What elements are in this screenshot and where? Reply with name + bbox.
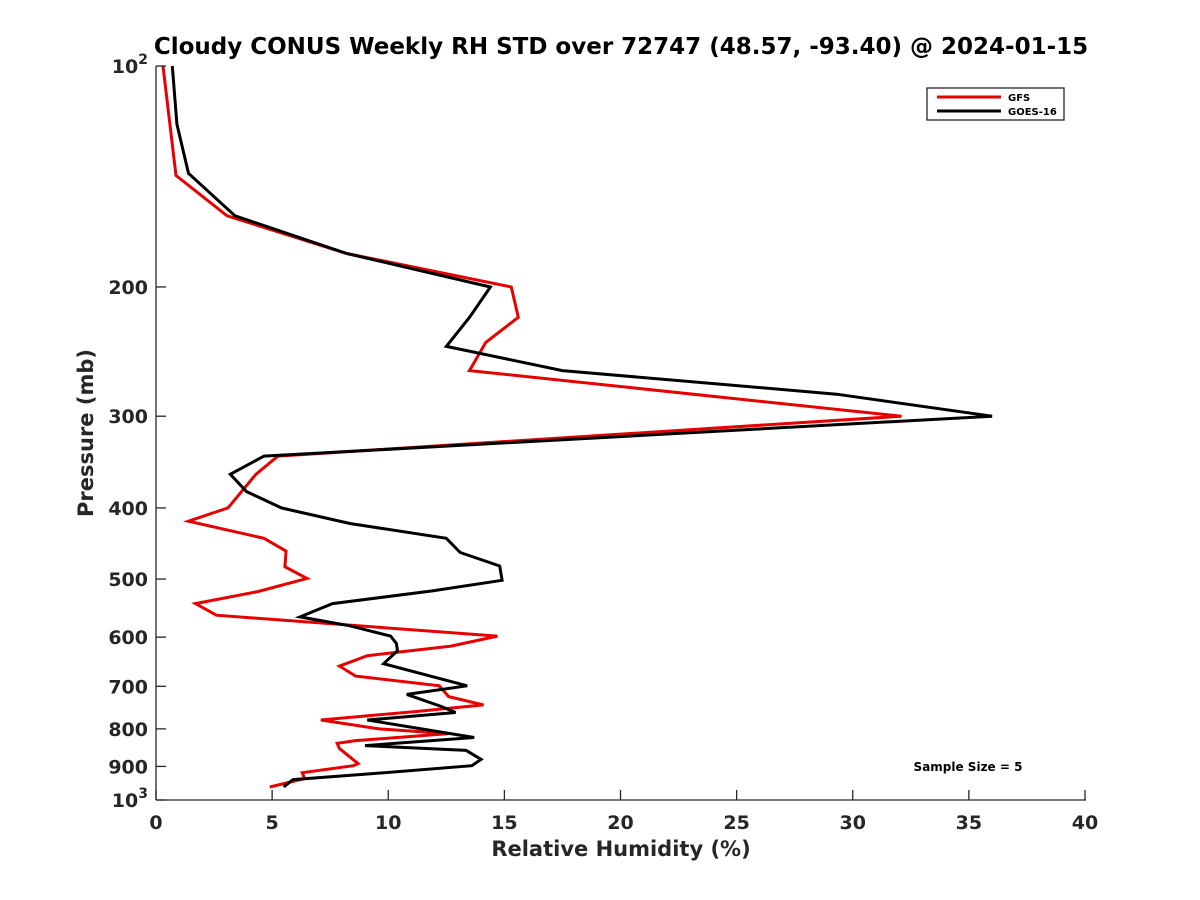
y-tick-label: 300 [108,406,148,428]
y-axis-label: Pressure (mb) [74,349,98,517]
series-layer [161,65,993,789]
y-tick-label: 200 [108,277,148,299]
y-ticks: 102 200 300 400 500 600 700 800 900 103 [108,52,166,812]
chart-title: Cloudy CONUS Weekly RH STD over 72747 (4… [154,34,1088,60]
x-tick-label: 25 [723,812,749,834]
x-tick-label: 15 [491,812,517,834]
y-tick-label: 900 [108,756,148,778]
y-tick-label: 800 [108,719,148,741]
x-tick-label: 5 [266,812,279,834]
x-axis-label: Relative Humidity (%) [491,837,750,861]
x-tick-label: 20 [607,812,633,834]
x-tick-label: 30 [840,812,866,834]
x-tick-label: 10 [375,812,401,834]
y-tick-label: 103 [112,786,148,812]
sample-size-annotation: Sample Size = 5 [914,760,1023,774]
series-line-gfs [161,65,902,789]
y-tick-label: 700 [108,676,148,698]
x-tick-label: 40 [1072,812,1098,834]
legend-label-goes16: GOES-16 [1008,107,1057,118]
legend: GFS GOES-16 [926,87,1065,121]
legend-label-gfs: GFS [1008,93,1030,104]
y-tick-label: 102 [112,52,148,78]
y-tick-label: 600 [108,627,148,649]
series-line-goes16 [170,65,993,789]
x-tick-label: 0 [149,812,162,834]
y-tick-label: 500 [108,569,148,591]
legend-box [926,87,1065,121]
x-tick-label: 35 [956,812,982,834]
x-ticks: 0 5 10 15 20 25 30 35 40 [149,790,1098,834]
y-tick-label: 400 [108,498,148,520]
